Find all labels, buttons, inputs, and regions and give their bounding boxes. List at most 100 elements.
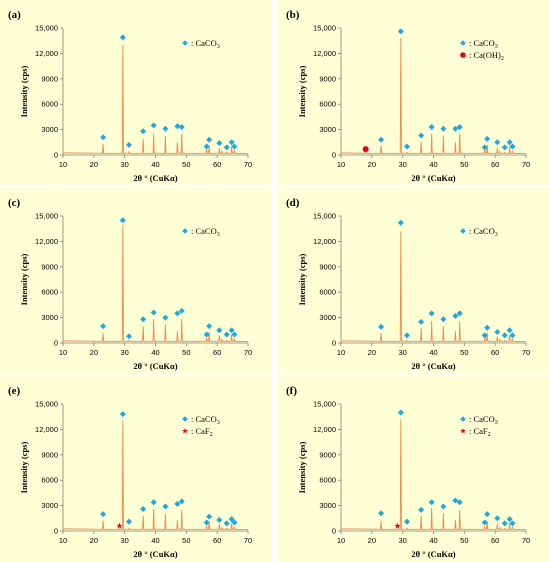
x-tick-label: 30 <box>398 160 406 169</box>
y-tick-label: 3000 <box>41 125 58 134</box>
caco3-peak-marker <box>203 519 210 526</box>
y-tick-label: 3000 <box>41 313 58 322</box>
caco3-peak-marker <box>125 333 132 340</box>
caco3-peak-marker <box>162 503 169 510</box>
caco3-peak-marker <box>456 124 463 131</box>
caco3-peak-marker <box>119 217 126 224</box>
caco3-peak-marker <box>378 136 385 143</box>
caco3-peak-marker <box>418 506 425 513</box>
caco3-peak-marker <box>140 505 147 512</box>
x-tick-label: 60 <box>491 160 499 169</box>
caco3-peak-marker <box>223 520 230 527</box>
caco3-peak-marker <box>206 136 213 143</box>
caco3-peak-marker <box>456 310 463 317</box>
caco3-peak-marker <box>150 122 157 129</box>
x-tick-label: 20 <box>90 536 98 545</box>
x-tick-label: 20 <box>368 536 376 545</box>
y-tick-label: 12,000 <box>313 425 336 434</box>
y-tick-label: 15,000 <box>313 24 336 33</box>
x-tick-label: 60 <box>491 348 499 357</box>
caco3-peak-marker <box>403 332 410 339</box>
y-tick-label: 9000 <box>41 262 58 271</box>
caco3-peak-marker <box>501 520 508 527</box>
y-tick-label: 0 <box>54 339 58 348</box>
y-tick-label: 6000 <box>319 288 336 297</box>
xrd-panel-b: (b) 0 3000 6000 9000 12,000 15,000 10 20 30 40 50 60… <box>278 0 550 186</box>
xrd-panel-a: (a) 0 3000 6000 9000 12,000 15,000 10 20 30 40 50 60… <box>0 0 272 186</box>
caco3-peak-marker <box>484 511 491 518</box>
caco3-peak-marker <box>119 411 126 418</box>
caco3-peak-marker <box>494 328 501 335</box>
x-tick-label: 30 <box>398 348 406 357</box>
caco3-peak-marker <box>162 314 169 321</box>
caco3-peak-marker <box>418 132 425 139</box>
y-tick-label: 0 <box>332 151 336 160</box>
x-axis-label: 2θ ° (CuKα) <box>133 549 177 559</box>
caco3-peak-marker <box>456 499 463 506</box>
x-tick-label: 40 <box>429 348 437 357</box>
caco3-peak-marker <box>174 123 181 130</box>
caco3-peak-marker <box>206 323 213 330</box>
caco3-peak-marker <box>140 128 147 135</box>
x-tick-label: 50 <box>182 348 190 357</box>
caco3-peak-marker <box>206 513 213 520</box>
y-tick-label: 6000 <box>41 288 58 297</box>
xrd-pattern-line <box>63 44 249 155</box>
x-tick-label: 40 <box>151 160 159 169</box>
caco3-peak-marker <box>125 141 132 148</box>
x-tick-label: 40 <box>429 160 437 169</box>
legend-entry: : Ca(OH)2 <box>469 50 504 62</box>
caco3-peak-marker <box>509 520 516 527</box>
xrd-panel-e: (e) 0 3000 6000 9000 12,000 15,000 10 20 30 40 50 60… <box>0 376 272 562</box>
x-tick-label: 10 <box>337 348 345 357</box>
caco3-peak-marker <box>125 518 132 525</box>
xrd-pattern-line <box>63 420 249 531</box>
legend-marker <box>182 228 188 234</box>
y-axis-label: Intensity (cps) <box>19 65 29 117</box>
panel-label: (e) <box>8 385 21 397</box>
y-tick-label: 9000 <box>319 74 336 83</box>
x-tick-label: 30 <box>398 536 406 545</box>
caco3-peak-marker <box>481 519 488 526</box>
x-tick-label: 70 <box>522 348 530 357</box>
x-axis-label: 2θ ° (CuKα) <box>133 173 177 183</box>
caco3-peak-marker <box>397 219 404 226</box>
caco3-peak-marker <box>174 310 181 317</box>
x-tick-label: 70 <box>522 160 530 169</box>
legend-marker <box>182 416 188 422</box>
y-tick-label: 9000 <box>41 450 58 459</box>
x-tick-label: 30 <box>120 348 128 357</box>
caco3-peak-marker <box>452 312 459 319</box>
x-tick-label: 10 <box>337 536 345 545</box>
y-tick-label: 0 <box>332 527 336 536</box>
caco3-peak-marker <box>509 332 516 339</box>
caco3-peak-marker <box>494 139 501 146</box>
y-tick-label: 12,000 <box>35 237 58 246</box>
x-tick-label: 10 <box>59 348 67 357</box>
xrd-pattern-line <box>341 38 527 155</box>
caco3-peak-marker <box>216 327 223 334</box>
x-tick-label: 10 <box>59 160 67 169</box>
caco3-peak-marker <box>150 499 157 506</box>
x-tick-label: 50 <box>460 160 468 169</box>
caco3-peak-marker <box>403 518 410 525</box>
caco3-peak-marker <box>494 515 501 522</box>
y-tick-label: 15,000 <box>313 212 336 221</box>
x-axis-label: 2θ ° (CuKα) <box>411 361 455 371</box>
caco3-peak-marker <box>100 134 107 141</box>
caco3-peak-marker <box>506 139 513 146</box>
caco3-peak-marker <box>440 125 447 132</box>
x-tick-label: 10 <box>59 536 67 545</box>
y-tick-label: 6000 <box>319 100 336 109</box>
panel-label: (b) <box>286 9 300 21</box>
caco3-peak-marker <box>174 500 181 507</box>
caco3-peak-marker <box>481 332 488 339</box>
y-tick-label: 15,000 <box>313 400 336 409</box>
legend-marker <box>460 52 466 58</box>
panel-label: (c) <box>8 197 21 209</box>
legend-entry: : CaCO3 <box>469 38 498 50</box>
caco3-peak-marker <box>140 316 147 323</box>
y-tick-label: 0 <box>54 527 58 536</box>
legend-entry: : CaCO3 <box>191 38 220 50</box>
legend-entry: : CaCO3 <box>191 414 220 426</box>
